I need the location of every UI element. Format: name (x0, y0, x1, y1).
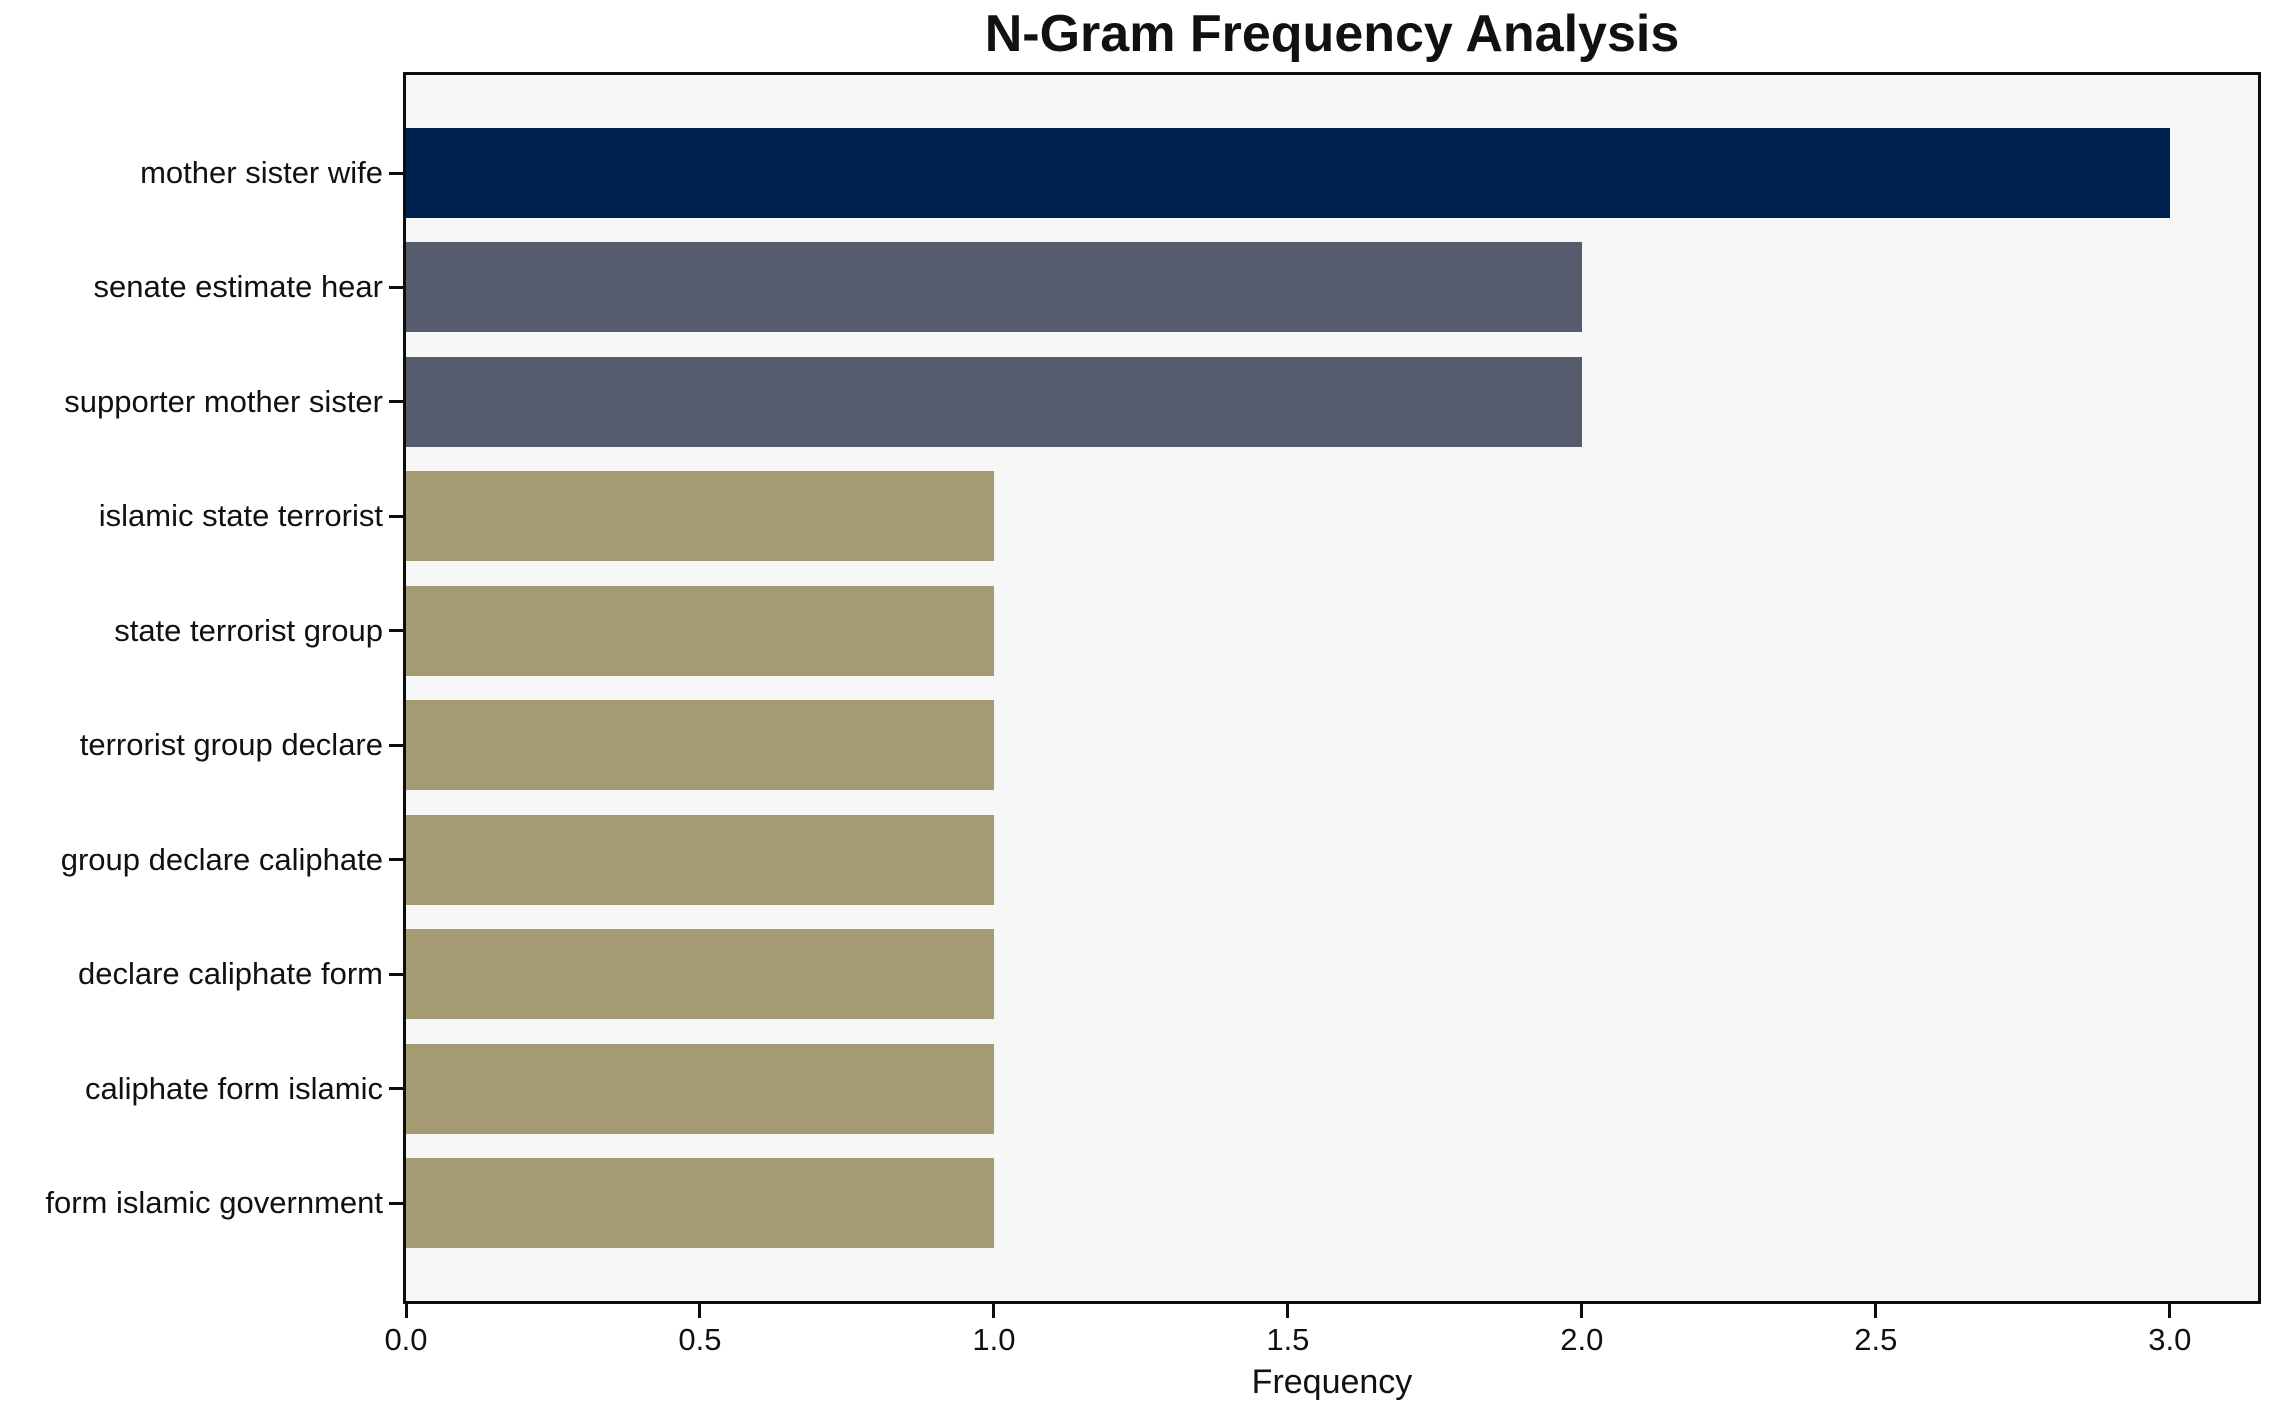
bar-islamic-state-terrorist (406, 471, 994, 562)
y-tick-label: declare caliphate form (78, 956, 383, 992)
y-tick-label: group declare caliphate (60, 841, 383, 877)
y-tick-label: mother sister wife (140, 155, 383, 190)
y-tick-label: senate estimate hear (93, 269, 383, 305)
x-tick-mark (404, 1304, 408, 1318)
x-tick-mark (992, 1304, 996, 1318)
y-tick-mark (389, 400, 403, 404)
bar-declare-caliphate-form (406, 929, 994, 1020)
x-tick-label: 0.0 (384, 1322, 428, 1357)
y-tick-mark (389, 285, 403, 289)
bar-form-islamic-government (406, 1158, 994, 1248)
x-tick-mark (698, 1304, 702, 1318)
y-tick-label: form islamic government (45, 1185, 383, 1220)
y-tick-mark (389, 171, 403, 175)
x-tick-mark (2168, 1304, 2172, 1318)
y-tick-mark (389, 629, 403, 633)
x-axis-title: Frequency (1251, 1363, 1413, 1401)
plot-area (403, 72, 2261, 1304)
bar-state-terrorist-group (406, 585, 994, 676)
y-tick-mark (389, 858, 403, 862)
y-tick-mark (389, 743, 403, 747)
y-tick-label: supporter mother sister (64, 383, 383, 419)
bar-senate-estimate-hear (406, 242, 1582, 333)
y-tick-mark (389, 1087, 403, 1091)
y-tick-mark (389, 972, 403, 976)
bar-supporter-mother-sister (406, 356, 1582, 447)
bar-caliphate-form-islamic (406, 1043, 994, 1134)
x-tick-label: 3.0 (2148, 1322, 2192, 1357)
x-tick-label: 1.0 (972, 1322, 1016, 1357)
bar-group-declare-caliphate (406, 814, 994, 905)
chart-title: N-Gram Frequency Analysis (984, 5, 1680, 63)
y-tick-mark (389, 514, 403, 518)
x-tick-mark (1286, 1304, 1290, 1318)
bar-terrorist-group-declare (406, 700, 994, 791)
x-tick-mark (1580, 1304, 1584, 1318)
x-tick-label: 2.5 (1854, 1322, 1898, 1357)
x-tick-label: 0.5 (678, 1322, 722, 1357)
y-tick-mark (389, 1201, 403, 1205)
y-tick-label: terrorist group declare (79, 727, 383, 763)
x-tick-label: 2.0 (1560, 1322, 1604, 1357)
x-tick-mark (1874, 1304, 1878, 1318)
y-tick-label: state terrorist group (114, 612, 383, 648)
y-tick-label: caliphate form islamic (84, 1070, 383, 1106)
x-tick-label: 1.5 (1266, 1322, 1310, 1357)
y-tick-label: islamic state terrorist (98, 498, 383, 534)
bar-mother-sister-wife (406, 128, 2170, 218)
